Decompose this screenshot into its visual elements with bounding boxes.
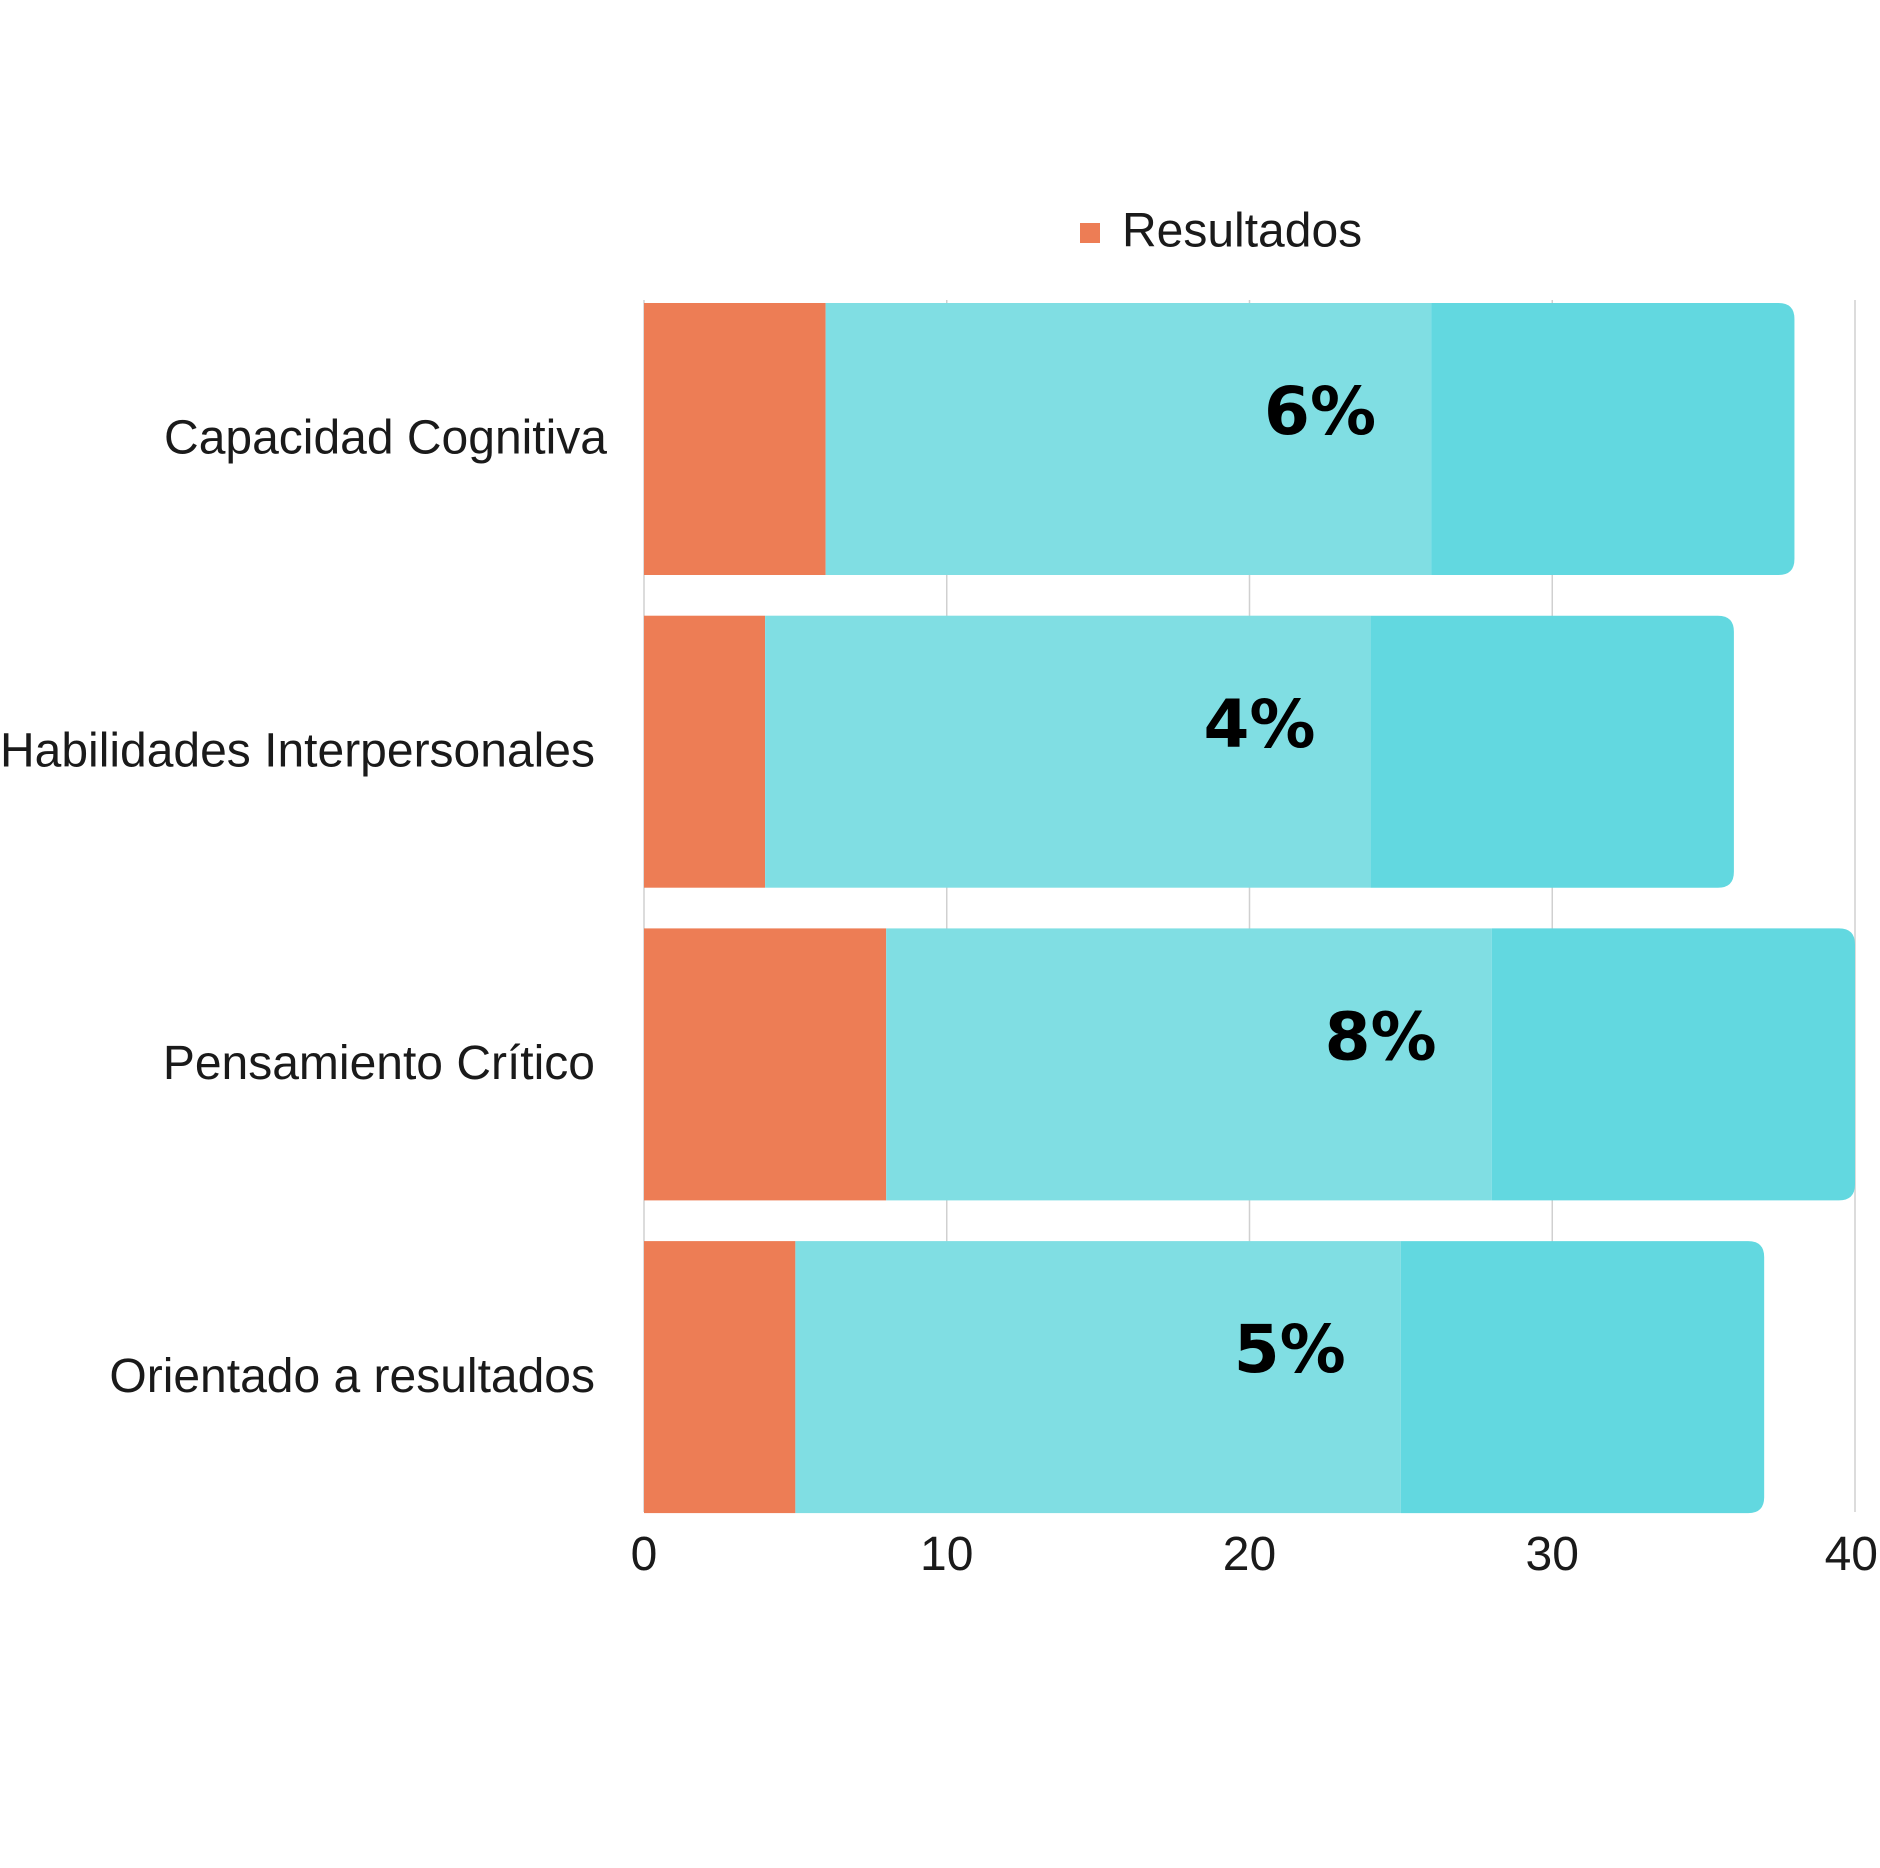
x-tick-label: 0 bbox=[631, 1528, 658, 1581]
bar-segment bbox=[644, 928, 887, 1201]
category-labels: Capacidad Cognitiva Habilidades Interpers… bbox=[0, 412, 607, 1403]
legend: Resultados bbox=[1080, 205, 1362, 258]
x-tick-label: 20 bbox=[1223, 1528, 1276, 1581]
bar-segment bbox=[644, 615, 766, 888]
bar-segment bbox=[765, 615, 1371, 888]
bars bbox=[644, 303, 1855, 1514]
bar-segment bbox=[1431, 303, 1795, 575]
data-label: 5% bbox=[1234, 1311, 1346, 1388]
data-labels: 6% 4% 8% 5% bbox=[1203, 373, 1436, 1388]
x-tick-labels: 0 10 20 30 40 bbox=[631, 1528, 1878, 1581]
legend-swatch bbox=[1080, 223, 1100, 243]
category-label: Orientado a resultados bbox=[109, 1350, 595, 1403]
bar-segment bbox=[1370, 615, 1734, 888]
x-tick-label: 10 bbox=[920, 1528, 973, 1581]
bar-segment bbox=[644, 303, 826, 575]
category-label: Habilidades Interpersonales bbox=[0, 724, 595, 777]
category-label: Capacidad Cognitiva bbox=[164, 412, 607, 465]
data-label: 8% bbox=[1325, 998, 1437, 1075]
bar-segment bbox=[644, 1241, 796, 1514]
bar-segment bbox=[795, 1241, 1401, 1514]
bar-segment bbox=[1400, 1241, 1765, 1514]
category-label: Pensamiento Crítico bbox=[163, 1037, 595, 1090]
data-label: 4% bbox=[1203, 686, 1315, 763]
bar-segment bbox=[825, 303, 1432, 575]
x-tick-label: 40 bbox=[1825, 1528, 1878, 1581]
bar-segment bbox=[886, 928, 1492, 1201]
bar-segment bbox=[1491, 928, 1855, 1201]
data-label: 6% bbox=[1264, 373, 1376, 450]
x-tick-label: 30 bbox=[1526, 1528, 1579, 1581]
legend-label: Resultados bbox=[1122, 205, 1362, 258]
